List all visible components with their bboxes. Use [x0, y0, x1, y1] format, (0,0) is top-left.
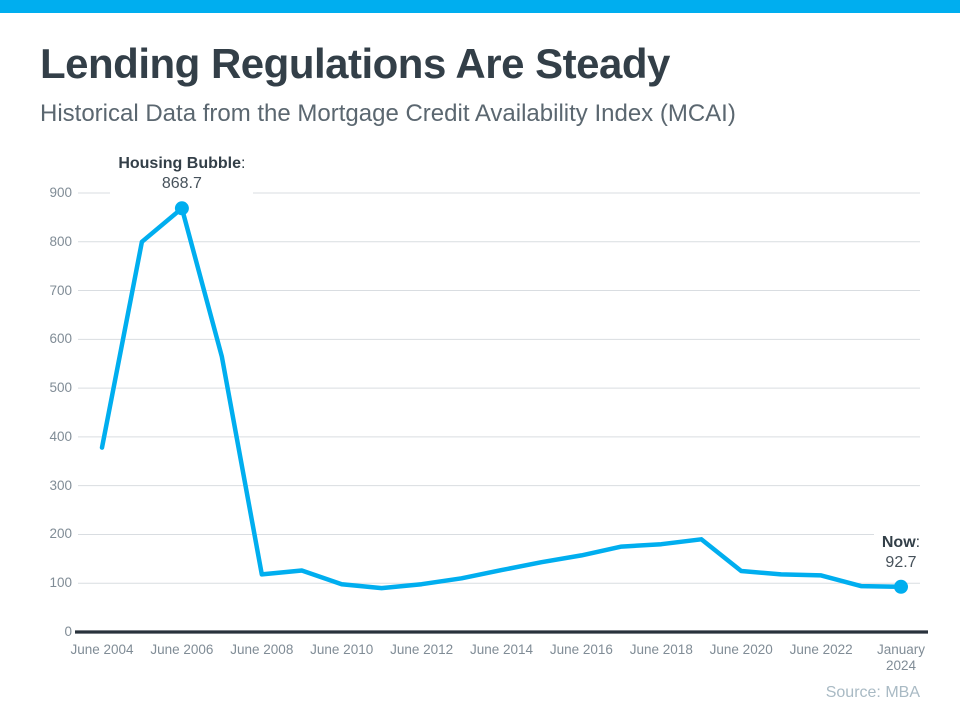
x-axis-label-11: January 2024 — [876, 642, 926, 673]
y-axis-label-600: 600 — [49, 331, 72, 347]
annotation-now-box: Now: 92.7 — [873, 531, 929, 576]
x-axis-label-2: June 2006 — [150, 642, 214, 657]
annotation-now-value: 92.7 — [885, 553, 917, 571]
y-axis-label-900: 900 — [49, 185, 72, 200]
y-axis-label-500: 500 — [49, 380, 72, 396]
annotation-now-label: Now: — [882, 533, 920, 553]
annotation-now-label-text: Now — [881, 533, 916, 551]
y-axis-label-400: 400 — [49, 428, 72, 444]
x-axis-label-6: June 2014 — [469, 642, 534, 657]
annotation-housing-bubble-colon: : — [240, 155, 246, 173]
x-axis-label-10: June 2022 — [789, 642, 853, 657]
y-axis-label-200: 200 — [49, 526, 72, 542]
housing-bubble-marker — [174, 201, 189, 216]
annotation-housing-bubble-label-text: Housing Bubble — [118, 155, 241, 173]
annotation-housing-bubble-box: Housing Bubble: 868.7 — [110, 153, 254, 198]
page-subtitle: Historical Data from the Mortgage Credit… — [40, 100, 736, 127]
source-credit: Source: MBA — [825, 684, 920, 701]
annotation-housing-bubble-value: 868.7 — [161, 175, 202, 193]
annotation-now-colon: : — [915, 533, 921, 551]
mcai-series-line — [99, 206, 904, 591]
x-axis-label-8: June 2018 — [629, 642, 693, 657]
x-axis-label-3: June 2008 — [230, 642, 294, 657]
y-axis-label-800: 800 — [49, 233, 72, 249]
x-axis-label-5: June 2012 — [390, 642, 454, 657]
x-axis-label-7: June 2016 — [549, 642, 613, 657]
now-marker — [894, 579, 908, 594]
y-axis-label-100: 100 — [49, 575, 72, 591]
top-accent-bar — [0, 0, 960, 13]
annotation-housing-bubble: Housing Bubble: 868.7 — [97, 153, 267, 198]
x-axis-label-1: June 2004 — [70, 642, 134, 657]
annotation-now: Now: 92.7 — [816, 531, 960, 576]
page-title: Lending Regulations Are Steady — [40, 40, 670, 87]
annotation-housing-bubble-label: Housing Bubble: — [118, 154, 245, 174]
x-axis-label-4: June 2010 — [310, 642, 374, 657]
y-axis-label-700: 700 — [49, 282, 72, 298]
y-axis-label-0: 0 — [64, 624, 72, 639]
y-axis-label-300: 300 — [49, 477, 72, 493]
x-axis-label-9: June 2020 — [709, 642, 773, 657]
